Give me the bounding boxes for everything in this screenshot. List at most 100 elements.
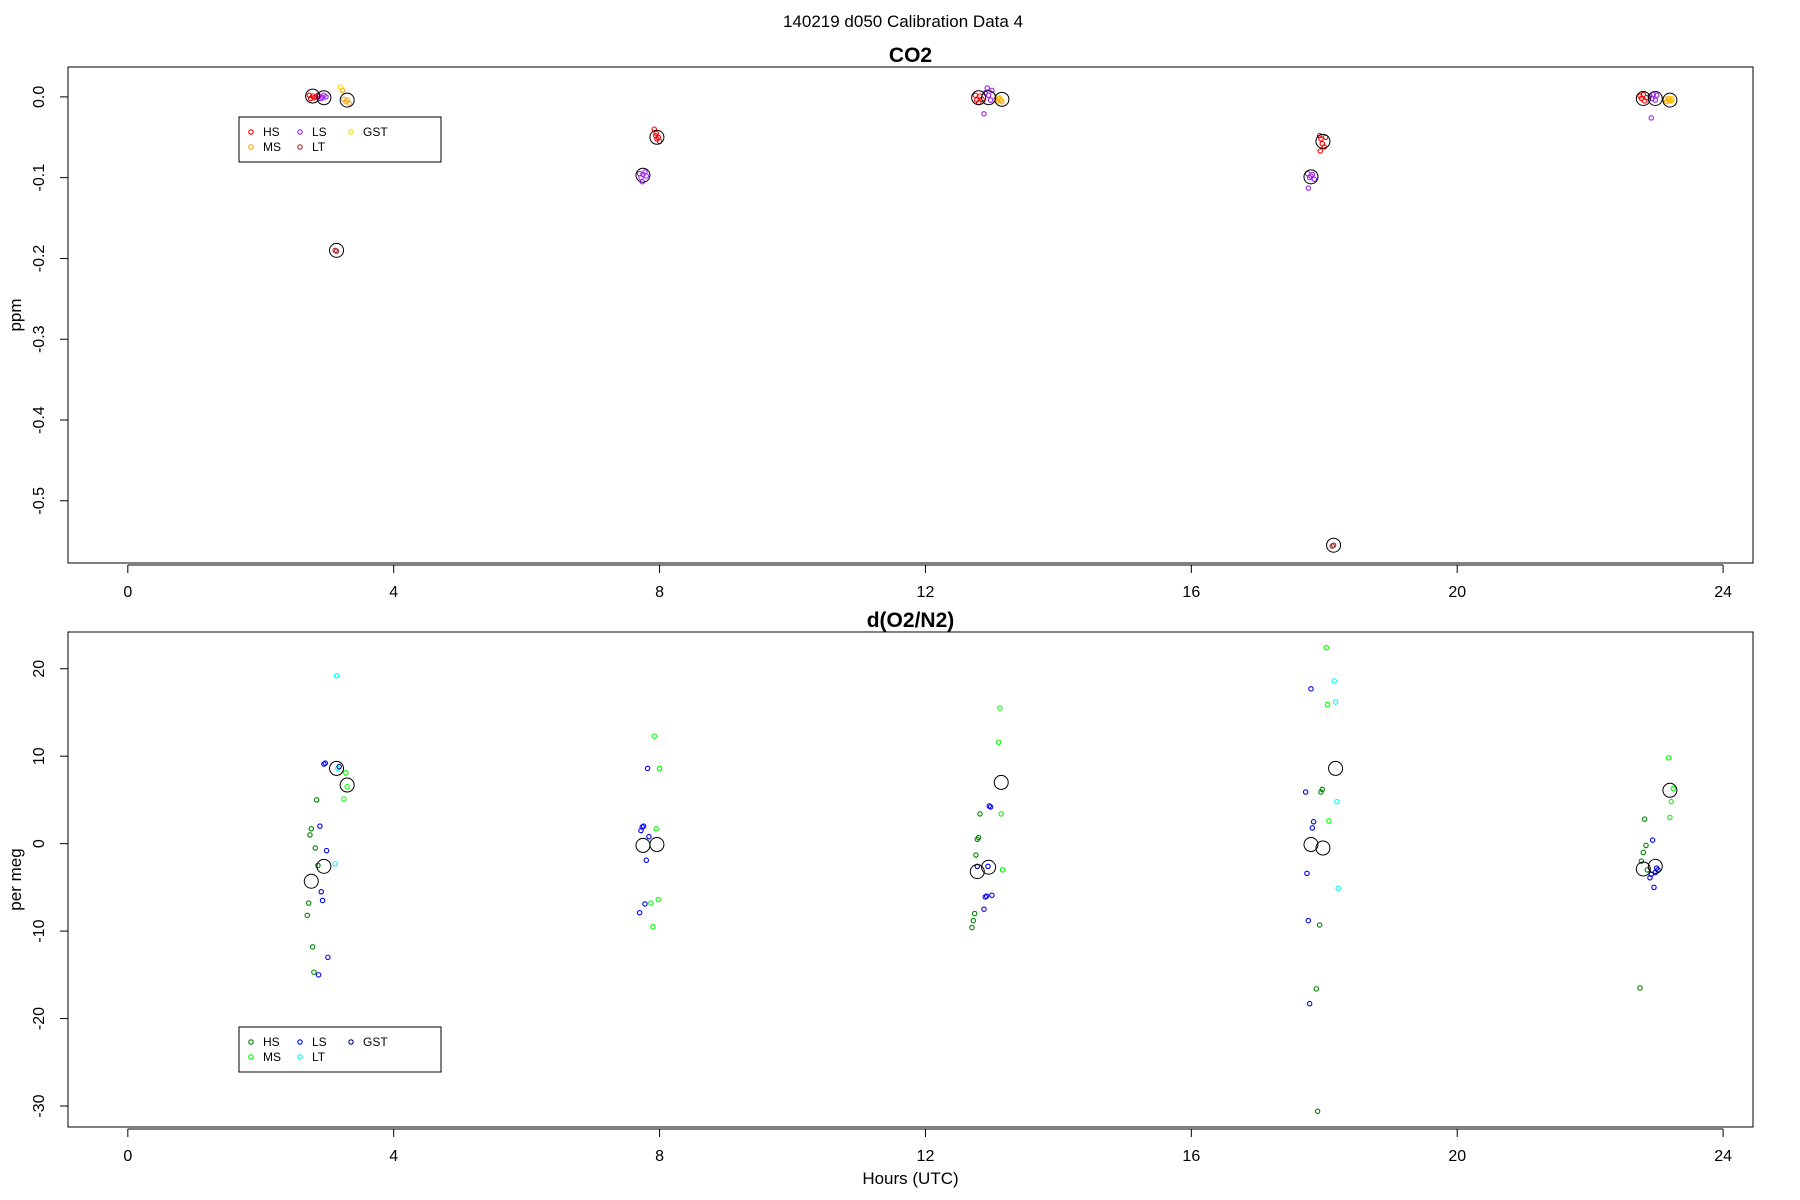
data-point [981,111,987,117]
legend-label: LT [312,1050,326,1064]
data-point [653,826,660,832]
mean-point [1635,861,1651,877]
legend-marker [297,1039,303,1045]
data-point [985,92,992,99]
data-point [643,173,650,179]
x-tick-label: 12 [917,584,935,601]
y-tick-label: -0.3 [31,325,48,353]
y-tick-label: -0.2 [31,245,48,273]
mean-series [305,88,1678,553]
legend-marker [348,1039,354,1045]
mean-point [1328,760,1344,776]
x-tick-label: 4 [389,584,398,601]
legend-box [238,1026,442,1073]
data-point [1653,92,1660,99]
data-point [1316,922,1323,928]
mean-point [993,774,1009,790]
data-point [1652,97,1659,103]
legend-label: LS [312,125,327,139]
data-point [648,900,654,906]
x-tick-label: 16 [1182,1148,1200,1165]
data-point [643,857,650,864]
legend-label: HS [263,125,280,139]
data-point [1670,785,1676,792]
data-point [1306,1000,1313,1007]
data-point [322,760,328,766]
series-ms [341,644,1676,930]
data-point [1643,842,1649,849]
x-axis-label: Hours (UTC) [862,1169,958,1188]
y-axis-label: ppm [6,298,25,331]
data-point [1655,867,1661,873]
data-point [1323,644,1330,651]
x-tick-label: 0 [123,1148,132,1165]
series-ms [339,87,1675,107]
data-point [651,733,658,739]
legend-marker [297,129,303,135]
o2n2-panel: d(O2/N2) 0 4 8 12 16 20 24 Hours (UTC) 20 10 0 -10 -2… [6,609,1754,1188]
mean-point [1315,133,1331,149]
mean-point [649,129,665,145]
mean-point [1647,858,1663,874]
data-point [343,770,349,776]
y-axis-label: per meg [6,848,25,910]
data-point [655,896,661,903]
data-point [973,852,979,858]
x-tick-label: 12 [917,1148,935,1165]
mean-point [635,837,651,853]
series-gst [337,84,1674,102]
x-tick-label: 20 [1448,1148,1466,1165]
x-axis: 0 4 8 12 16 20 24 [123,1128,1732,1165]
mean-point [981,90,997,106]
data-point [323,94,329,100]
data-point [1640,849,1647,856]
data-point [1668,95,1674,102]
y-tick-label: -10 [31,919,48,942]
legend-marker [248,1054,254,1060]
data-point [1304,870,1310,877]
data-point [1651,884,1657,891]
data-point [1316,132,1323,139]
legend-label: LS [312,1035,327,1049]
y-tick-label: -0.5 [31,487,48,515]
data-point [1314,1108,1321,1115]
mean-point [1647,91,1663,107]
data-point [337,84,344,90]
mean-point [981,859,997,875]
data-point [1334,798,1340,805]
data-point [306,92,313,99]
panel-title: d(O2/N2) [867,609,955,632]
series-lt [332,247,1337,549]
data-point [1330,542,1337,548]
data-point [1309,171,1316,178]
mean-point [649,837,665,853]
data-point [1641,816,1648,822]
data-point [315,862,321,869]
mean-point [316,90,332,106]
series-hs [306,91,1650,154]
data-point [640,823,647,829]
data-point [319,897,326,904]
data-point [1305,185,1312,191]
legend-box [238,116,442,163]
x-tick-label: 24 [1714,584,1732,601]
data-point [1311,176,1318,183]
data-point [1319,786,1326,793]
data-point [989,892,995,898]
data-point [1637,985,1643,991]
data-point [644,765,651,772]
data-point [983,893,990,899]
series-hs [304,786,1651,1115]
data-point [646,833,652,840]
data-point [1668,798,1674,805]
y-tick-label: 0.0 [31,86,48,108]
data-point [650,923,656,930]
co2-panel: CO2 0 4 8 12 16 20 24 0.0 -0.1 -0.2 -0.3 -0.4 -0.5 ppm… [6,44,1754,601]
data-point [1313,986,1320,992]
mean-point [971,90,987,106]
data-point [981,906,987,912]
mean-point [303,873,319,889]
mean-point [635,167,651,183]
